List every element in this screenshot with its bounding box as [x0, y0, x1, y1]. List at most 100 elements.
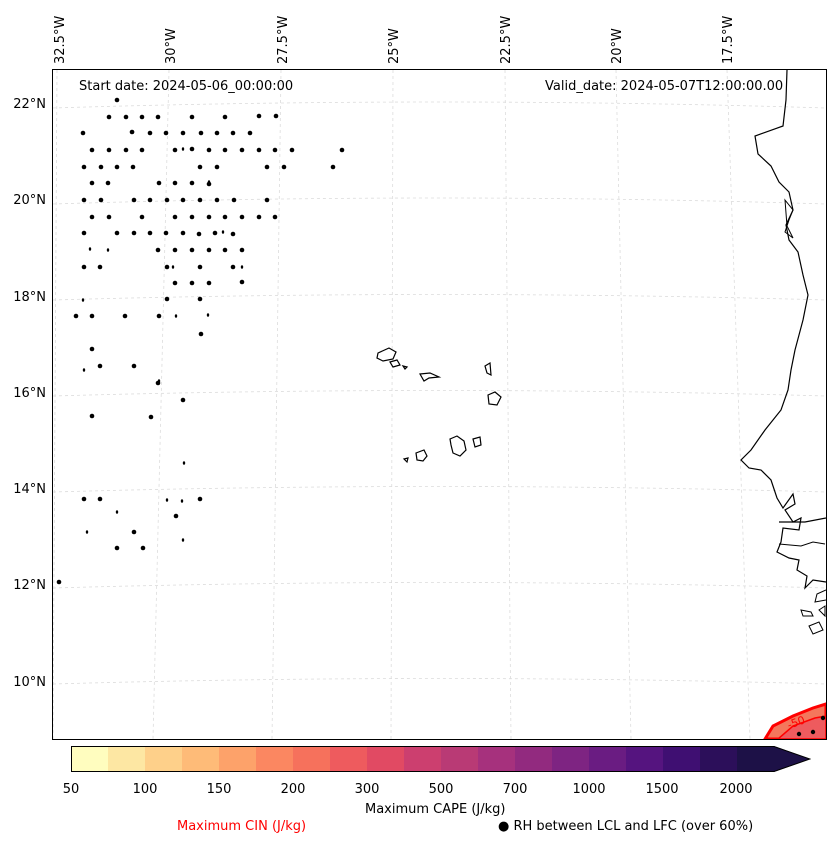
rh-dot	[197, 264, 203, 270]
rh-dot	[214, 164, 220, 170]
rh-dot-small	[182, 461, 186, 465]
lat-label-10n: 10°N	[13, 675, 46, 690]
rh-dot	[56, 579, 62, 585]
rh-dot	[230, 264, 236, 270]
colorbar-segment	[737, 746, 774, 772]
rh-dot	[131, 230, 137, 236]
rh-dot	[273, 113, 279, 119]
rh-dot-small	[181, 147, 185, 151]
rh-dot	[198, 130, 204, 136]
rh-dot	[189, 247, 195, 253]
rh-dot	[272, 214, 278, 220]
colorbar-segment	[404, 746, 442, 772]
rh-dot	[330, 164, 336, 170]
rh-dot	[239, 247, 245, 253]
rh-dot	[131, 197, 137, 203]
rh-dot	[147, 130, 153, 136]
rh-dot-small	[131, 130, 135, 134]
rh-dot	[231, 197, 237, 203]
rh-dot	[155, 114, 161, 120]
colorbar-tick: 700	[502, 782, 528, 797]
rh-dot	[180, 397, 186, 403]
colorbar-tick: 1500	[645, 782, 679, 797]
rh-dot	[140, 545, 146, 551]
colorbar-segment	[71, 746, 109, 772]
start-date-label: Start date: 2024-05-06_00:00:00	[79, 79, 294, 94]
rh-dot	[156, 180, 162, 186]
rh-dot	[164, 264, 170, 270]
rh-dot	[97, 363, 103, 369]
rh-dot	[89, 413, 95, 419]
lon-label-22-5w: 22.5°W	[499, 15, 514, 64]
colorbar-segment	[330, 746, 368, 772]
graticule	[52, 69, 827, 740]
rh-dot	[281, 164, 287, 170]
rh-dot	[230, 130, 236, 136]
colorbar-segment	[182, 746, 220, 772]
rh-dot	[130, 164, 136, 170]
africa-coastline	[740, 69, 827, 590]
rh-dot	[148, 414, 154, 420]
rh-dot-small	[81, 298, 85, 302]
rh-dot	[172, 147, 178, 153]
rh-dot	[256, 113, 262, 119]
rh-dot	[206, 147, 212, 153]
colorbar-extend-arrow	[774, 746, 810, 772]
rh-dot	[247, 130, 253, 136]
rh-dots-layer	[56, 97, 345, 585]
rh-dot-small	[181, 538, 185, 542]
lon-label-27-5w: 27.5°W	[276, 15, 291, 64]
rh-dot	[206, 181, 212, 187]
rh-dot	[212, 230, 218, 236]
rh-dot	[189, 146, 195, 152]
rh-dot-small	[115, 510, 119, 514]
rh-dot	[131, 363, 137, 369]
colorbar-tick: 200	[280, 782, 306, 797]
rh-dot	[114, 164, 120, 170]
colorbar-segment	[515, 746, 553, 772]
rh-dot	[180, 230, 186, 236]
rh-dot	[81, 164, 87, 170]
rh-dot	[264, 197, 270, 203]
rh-dot	[264, 164, 270, 170]
rh-dot	[189, 180, 195, 186]
colorbar-segment	[219, 746, 257, 772]
rh-dot	[197, 164, 203, 170]
rh-dot	[89, 346, 95, 352]
cin-dot	[810, 729, 816, 735]
rh-dot	[164, 296, 170, 302]
cin-dot	[796, 731, 802, 737]
rh-dot	[272, 147, 278, 153]
rh-dot	[164, 197, 170, 203]
rh-dot	[156, 313, 162, 319]
colorbar-tick: 2000	[719, 782, 753, 797]
colorbar-tick: 300	[354, 782, 380, 797]
cin-legend-label: Maximum CIN (J/kg)	[177, 819, 307, 834]
rh-dot-small	[165, 498, 169, 502]
rh-dot	[256, 147, 262, 153]
cin-contour-label: -50	[786, 713, 807, 731]
colorbar-segment	[663, 746, 701, 772]
colorbar-segment	[293, 746, 331, 772]
rh-dot	[172, 280, 178, 286]
rh-dot	[198, 331, 204, 337]
rh-dot	[147, 197, 153, 203]
rh-dot	[114, 97, 120, 103]
senegal-river-outline	[784, 198, 794, 239]
rh-dot	[106, 214, 112, 220]
rh-dot	[89, 180, 95, 186]
map-panel: -50	[52, 69, 828, 741]
map-canvas: -50	[52, 69, 828, 741]
rh-dot	[230, 231, 236, 237]
rh-dot	[214, 130, 220, 136]
rh-dot-small	[174, 314, 178, 318]
lat-label-22n: 22°N	[13, 97, 46, 112]
rh-dot	[239, 147, 245, 153]
rh-dot-small	[206, 313, 210, 317]
rh-dot	[189, 114, 195, 120]
rh-dot	[172, 214, 178, 220]
rh-dot	[189, 280, 195, 286]
rh-dot	[98, 197, 104, 203]
colorbar-segment	[256, 746, 294, 772]
rh-dot-small	[180, 499, 184, 503]
